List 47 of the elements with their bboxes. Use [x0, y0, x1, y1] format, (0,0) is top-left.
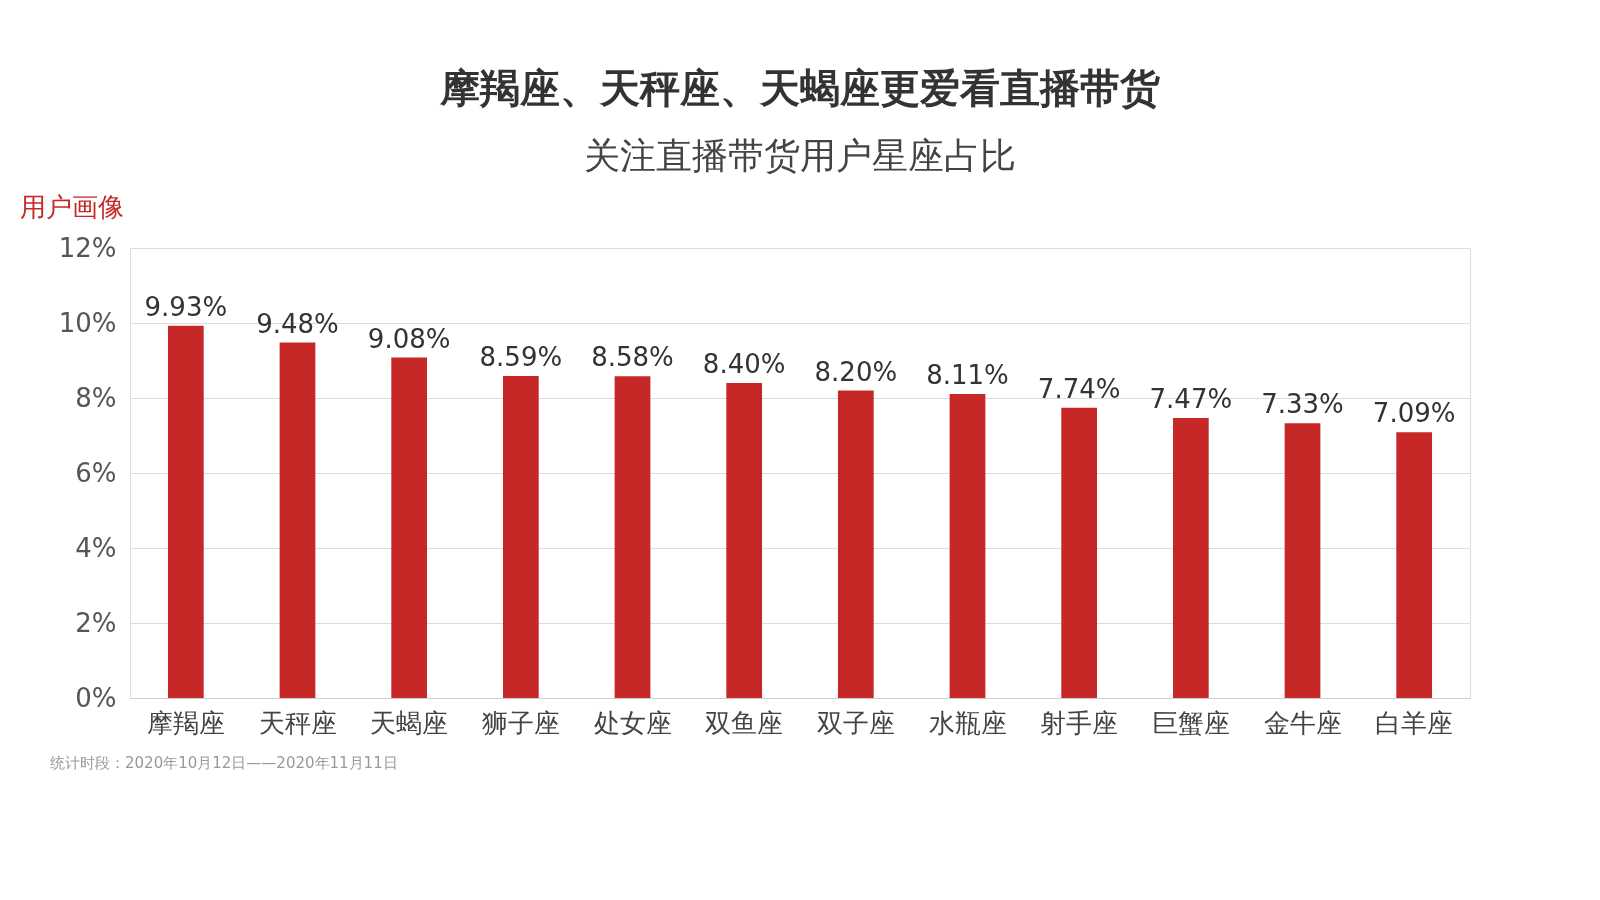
bar [837, 390, 874, 698]
chart-subtitle: 关注直播带货用户星座占比 [584, 135, 1016, 176]
chart-title: 摩羯座、天秤座、天蝎座更爱看直播带货 [439, 65, 1160, 111]
data-label: 8.11% [926, 359, 1009, 390]
data-label: 7.33% [1261, 389, 1344, 420]
bar [502, 375, 539, 698]
y-tick-label: 2% [75, 607, 117, 638]
y-tick-label: 0% [75, 682, 117, 713]
text: 用户画像 [20, 192, 124, 222]
x-tick-label: 双鱼座 [705, 707, 784, 738]
data-label: 9.93% [144, 291, 228, 322]
data-label: 8.20% [814, 356, 898, 387]
x-tick-label: 双子座 [816, 707, 895, 738]
data-label: 7.47% [1149, 383, 1233, 414]
text: 统计时段：2020年10月12日——2020年11月11日 [50, 754, 398, 772]
x-tick-label: 巨蟹座 [1151, 707, 1230, 738]
x-tick-label: 射手座 [1040, 707, 1119, 738]
y-tick-label: 10% [58, 307, 117, 338]
y-tick-label: 6% [75, 457, 117, 488]
bar [1061, 407, 1098, 698]
data-label: 8.59% [479, 341, 563, 372]
x-tick-label: 摩羯座 [146, 707, 225, 738]
data-label: 7.09% [1372, 398, 1456, 429]
bar [1284, 423, 1321, 698]
data-label: 8.58% [591, 342, 674, 373]
bar [1172, 417, 1209, 698]
y-tick-label: 12% [58, 232, 117, 263]
x-tick-label: 金牛座 [1263, 707, 1342, 738]
x-tick-label: 天秤座 [258, 707, 337, 738]
bar [949, 393, 986, 698]
bar [391, 357, 428, 698]
y-tick-label: 4% [75, 532, 117, 563]
x-tick-label: 狮子座 [481, 707, 560, 738]
bar [726, 383, 763, 698]
bar [279, 342, 316, 698]
data-label: 9.08% [367, 323, 451, 354]
x-tick-label: 白羊座 [1375, 707, 1454, 738]
y-tick-label: 8% [75, 382, 117, 413]
data-label: 8.40% [702, 349, 786, 379]
bar [614, 376, 651, 698]
bar [167, 325, 204, 698]
x-tick-label: 天蝎座 [370, 707, 449, 738]
x-tick-label: 处女座 [593, 707, 672, 738]
x-tick-label: 水瓶座 [928, 707, 1007, 738]
bar [1396, 432, 1433, 698]
data-label: 9.48% [256, 308, 339, 339]
data-label: 7.74% [1037, 373, 1121, 404]
